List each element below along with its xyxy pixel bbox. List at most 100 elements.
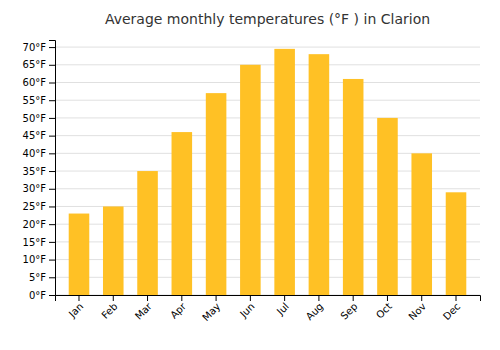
y-tick-mark <box>49 171 55 172</box>
y-tick-mark <box>49 242 55 243</box>
y-tick-label: 50°F <box>23 113 47 124</box>
y-axis-line <box>49 41 56 296</box>
x-tick-mark <box>318 295 319 301</box>
y-tick-label: 5°F <box>29 272 46 283</box>
y-tick-mark <box>49 260 55 261</box>
x-axis: Jan Feb Mar Apr May Jun Jul Aug Sep Oct Nov Dec <box>56 295 481 323</box>
y-tick-label: 20°F <box>23 219 47 230</box>
y-tick-label: 15°F <box>23 237 47 248</box>
chart-container: 0°F 5°F 10°F 15°F 20°F 25°F 30°F 35°F 40°F 45°F 50… <box>0 0 500 350</box>
y-axis: 0°F 5°F 10°F 15°F 20°F 25°F 30°F 35°F 40°F 45°F 50… <box>23 41 56 301</box>
bar <box>137 171 158 295</box>
x-tick-label: Nov <box>407 301 429 323</box>
x-tick: Mar <box>133 295 155 322</box>
x-tick: Jul <box>274 295 291 318</box>
y-tick-mark <box>49 47 55 48</box>
bar <box>309 54 330 295</box>
x-tick-mark <box>387 295 388 301</box>
x-tick-mark <box>250 295 251 301</box>
y-tick-mark <box>49 118 55 119</box>
x-tick-mark <box>284 295 285 301</box>
y-tick: 25°F <box>23 201 55 212</box>
y-tick-label: 0°F <box>29 290 46 301</box>
x-tick-mark <box>113 295 114 301</box>
x-tick-mark <box>216 295 217 301</box>
y-tick: 55°F <box>23 95 55 106</box>
bar <box>377 118 398 295</box>
x-tick: May <box>200 295 222 323</box>
bar <box>446 192 467 295</box>
y-tick-label: 35°F <box>23 166 47 177</box>
bar <box>69 214 90 295</box>
grid-line <box>55 117 480 118</box>
x-tick: Jun <box>237 295 257 320</box>
y-tick-mark <box>49 189 55 190</box>
y-tick-label: 55°F <box>23 95 47 106</box>
y-tick: 5°F <box>29 272 55 283</box>
x-tick-label: Aug <box>304 301 326 323</box>
x-tick-label: Sep <box>338 301 359 322</box>
y-tick: 70°F <box>23 42 55 53</box>
bar <box>240 65 261 295</box>
y-tick-label: 10°F <box>23 254 47 265</box>
y-tick: 65°F <box>23 59 55 70</box>
bar <box>343 79 364 295</box>
bar <box>274 49 295 295</box>
y-tick: 30°F <box>23 183 55 194</box>
y-tick: 60°F <box>23 77 55 88</box>
y-tick-label: 40°F <box>23 148 47 159</box>
x-tick-label: Apr <box>168 300 189 321</box>
x-tick: Sep <box>338 295 359 322</box>
x-tick: Nov <box>407 295 429 322</box>
grid-line <box>55 64 480 65</box>
bar <box>103 206 124 295</box>
y-tick-mark <box>49 206 55 207</box>
y-tick-label: 60°F <box>23 77 47 88</box>
x-tick: Feb <box>99 295 119 321</box>
grid-line <box>55 135 480 136</box>
x-axis-line <box>56 296 481 302</box>
x-tick-label: Feb <box>99 301 119 321</box>
x-tick: Dec <box>441 295 462 322</box>
y-tick: 50°F <box>23 113 55 124</box>
chart-title: Average monthly temperatures (°F ) in Cl… <box>105 11 430 27</box>
y-tick-mark <box>49 100 55 101</box>
y-tick-mark <box>49 224 55 225</box>
y-tick: 20°F <box>23 219 55 230</box>
y-tick-mark <box>49 277 55 278</box>
x-tick-mark <box>78 295 79 301</box>
y-tick: 10°F <box>23 254 55 265</box>
x-tick-label: Oct <box>374 301 394 321</box>
y-tick: 15°F <box>23 237 55 248</box>
y-tick-label: 65°F <box>23 59 47 70</box>
grid-line <box>55 100 480 101</box>
x-tick: Oct <box>374 295 394 321</box>
x-tick-label: Jun <box>237 301 257 321</box>
x-tick-label: May <box>200 301 222 323</box>
bar <box>172 132 193 295</box>
x-tick-label: Jan <box>66 301 85 320</box>
x-tick-label: Jul <box>274 301 291 318</box>
x-tick-mark <box>353 295 354 301</box>
plot-area <box>69 49 467 295</box>
y-tick-label: 25°F <box>23 201 47 212</box>
x-tick-mark <box>421 295 422 301</box>
y-tick: 0°F <box>29 290 55 301</box>
bar <box>206 93 227 295</box>
x-tick-mark <box>181 295 182 301</box>
y-tick-label: 70°F <box>23 42 47 53</box>
y-tick: 35°F <box>23 166 55 177</box>
y-tick: 45°F <box>23 130 55 141</box>
y-tick-mark <box>49 153 55 154</box>
grid-line <box>55 82 480 83</box>
y-tick-mark <box>49 136 55 137</box>
x-tick-mark <box>456 295 457 301</box>
y-tick-mark <box>49 83 55 84</box>
x-tick: Jan <box>66 295 85 320</box>
grid-line <box>55 47 480 48</box>
x-tick-label: Dec <box>441 301 462 322</box>
x-tick-label: Mar <box>133 300 155 322</box>
x-tick: Apr <box>168 295 189 321</box>
grid <box>55 47 480 295</box>
y-tick-label: 30°F <box>23 183 47 194</box>
